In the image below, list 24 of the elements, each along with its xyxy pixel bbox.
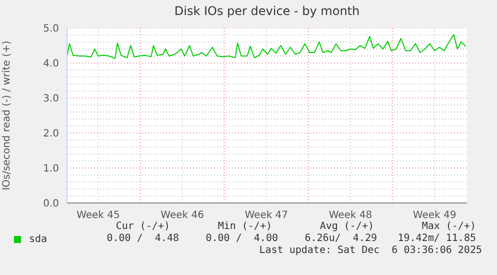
y-tick-label: 5.0 — [43, 24, 59, 35]
y-axis-title: IOs/second read (-) / write (+) — [2, 40, 13, 190]
y-tick-label: 0.0 — [43, 198, 59, 210]
legend-label: sda — [29, 234, 48, 245]
chart-title: Disk IOs per device - by month — [173, 4, 361, 18]
text: Avg (-/+) — [320, 221, 374, 232]
x-tick-label: Week 47 — [244, 210, 288, 222]
text: 19.42m/ 11.85 — [398, 233, 476, 244]
y-tick-label: 2.0 — [43, 128, 59, 140]
line-series — [67, 34, 466, 59]
text: Min (-/+) — [218, 221, 272, 232]
text: Cur (-/+) — [116, 221, 170, 232]
x-tick-label: Week 45 — [76, 210, 120, 222]
text: 6.26u/ 4.29 — [304, 233, 377, 244]
y-tick-label: 3.0 — [43, 94, 59, 105]
x-tick-label: Week 49 — [412, 210, 456, 222]
text: Last update: Sat Dec 6 03:36:06 2025 — [259, 245, 482, 256]
text: 0.00 / 4.48 — [106, 233, 179, 244]
y-tick-label: 4.0 — [43, 58, 59, 70]
text: 0.00 / 4.00 — [206, 233, 278, 244]
x-tick-label: Week 48 — [328, 210, 372, 222]
x-tick-label: Week 46 — [160, 210, 204, 222]
text: Max (-/+) — [422, 221, 476, 232]
y-tick-label: 1.0 — [43, 164, 59, 175]
